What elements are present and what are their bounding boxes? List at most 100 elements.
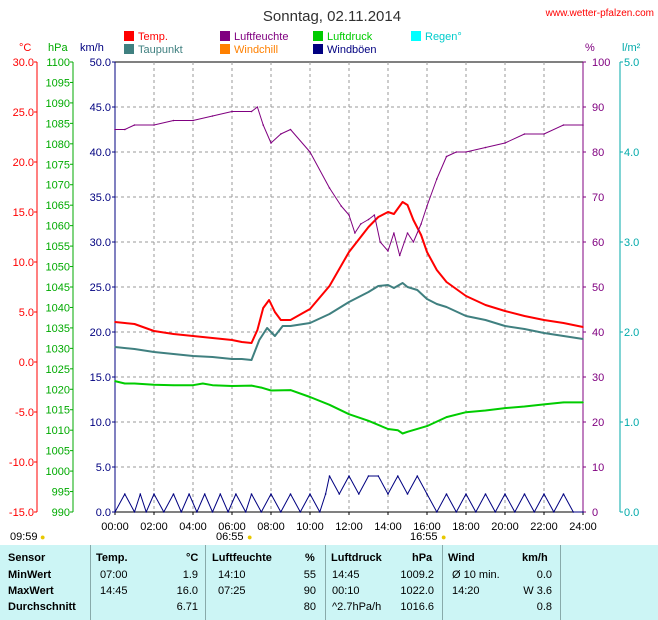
- temp-tick-label: 0.0: [19, 357, 34, 369]
- wind-tick-label: 0.0: [96, 507, 111, 519]
- sunset-time: 16:55: [410, 531, 438, 543]
- legend-label: Windchill: [234, 44, 278, 56]
- table-cell-h-time: 07:25: [218, 585, 246, 597]
- wind-tick-label: 10.0: [90, 417, 111, 429]
- humidity-tick-label: 70: [592, 192, 604, 204]
- table-cell-p-val: 1009.2: [400, 569, 434, 581]
- legend-swatch: [313, 44, 323, 54]
- legend-label: Temp.: [138, 31, 168, 43]
- wind-tick-label: 15.0: [90, 372, 111, 384]
- pressure-tick-label: 1070: [46, 180, 70, 192]
- moon-icon: ●: [40, 532, 45, 542]
- pressure-tick-label: 1025: [46, 364, 70, 376]
- header-humidity-unit: %: [305, 552, 315, 564]
- moon-time: 09:59: [10, 531, 38, 543]
- rain-tick-label: 3.0: [624, 237, 639, 249]
- legend-swatch: [313, 31, 323, 41]
- x-tick-label: 24:00: [569, 521, 597, 533]
- table-cell-t-val: 1.9: [182, 569, 198, 581]
- header-temp-unit: °C: [186, 552, 199, 564]
- series-taupunkt: [114, 282, 584, 361]
- wind-tick-label: 30.0: [90, 237, 111, 249]
- pressure-tick-label: 995: [52, 487, 70, 499]
- legend-swatch: [124, 31, 134, 41]
- wind-tick-label: 20.0: [90, 327, 111, 339]
- legend-label: Luftfeuchte: [234, 31, 288, 43]
- table-cell-w-val: W 3.6: [523, 585, 552, 597]
- humidity-tick-label: 30: [592, 372, 604, 384]
- legend-label: Regen°: [425, 31, 462, 43]
- table-cell-label: Durchschnitt: [8, 601, 76, 613]
- col-divider: [90, 545, 91, 620]
- pressure-tick-label: 1035: [46, 323, 70, 335]
- humidity-tick-label: 20: [592, 417, 604, 429]
- humidity-tick-label: 60: [592, 237, 604, 249]
- pressure-tick-label: 1020: [46, 384, 70, 396]
- axes: 30.0 25.0 20.0 15.0 10.0 5.0 0.0 -5.0 -10.0 -15.0…: [9, 57, 639, 533]
- pressure-tick-label: 1100: [46, 57, 70, 69]
- plot-area: [114, 61, 584, 513]
- temp-tick-label: -15.0: [9, 507, 34, 519]
- pressure-tick-label: 1000: [46, 466, 70, 478]
- pressure-tick-label: 1030: [46, 343, 70, 355]
- pressure-tick-label: 1040: [46, 302, 70, 314]
- pressure-tick-label: 990: [52, 507, 70, 519]
- humidity-tick-label: 40: [592, 327, 604, 339]
- table-cell-t-time: 07:00: [100, 569, 128, 581]
- rain-tick-label: 5.0: [624, 57, 639, 69]
- humidity-tick-label: 50: [592, 282, 604, 294]
- table-cell-t-time: 14:45: [100, 585, 128, 597]
- col-divider: [442, 545, 443, 620]
- pressure-tick-label: 1085: [46, 118, 70, 130]
- legend: Temp. Luftfeuchte Luftdruck Regen° Taupunkt W…: [124, 31, 462, 56]
- table-cell-p-val: 1016.6: [400, 601, 434, 613]
- table-cell-w-label: Ø 10 min.: [452, 569, 500, 581]
- legend-label: Luftdruck: [327, 31, 373, 43]
- table-cell-w-val: 0.0: [536, 569, 552, 581]
- humidity-tick-label: 80: [592, 147, 604, 159]
- col-divider: [205, 545, 206, 620]
- wind-tick-label: 5.0: [96, 462, 111, 474]
- pressure-tick-label: 1055: [46, 241, 70, 253]
- header-wind-unit: km/h: [522, 552, 548, 564]
- pressure-tick-label: 1015: [46, 405, 70, 417]
- header-wind: Wind: [448, 552, 475, 564]
- series-line: [115, 106, 583, 256]
- sun-markers: 09:59 ● 06:55 ● 16:55 ●: [10, 531, 446, 543]
- x-tick-label: 04:00: [179, 521, 207, 533]
- rain-tick-label: 1.0: [624, 417, 639, 429]
- temp-tick-label: 5.0: [19, 307, 34, 319]
- humidity-tick-label: 90: [592, 102, 604, 114]
- site-link[interactable]: www.wetter-pfalzen.com: [545, 8, 654, 19]
- series-line: [114, 201, 584, 344]
- pressure-tick-label: 1080: [46, 139, 70, 151]
- table-cell-h-val: 90: [303, 585, 316, 597]
- humidity-tick-label: 100: [592, 57, 610, 69]
- x-tick-label: 22:00: [530, 521, 558, 533]
- pressure-tick-label: 1090: [46, 98, 70, 110]
- temp-tick-label: -10.0: [9, 457, 34, 469]
- header-sensor: Sensor: [8, 552, 46, 564]
- wind-tick-label: 40.0: [90, 147, 111, 159]
- humidity-unit: %: [585, 42, 595, 54]
- humidity-tick-label: 10: [592, 462, 604, 474]
- table-cell-t-val: 16.0: [176, 585, 198, 597]
- temp-tick-label: 20.0: [13, 157, 34, 169]
- table-cell-label: MaxWert: [8, 585, 54, 597]
- series-luftfeuchte: [114, 106, 584, 257]
- wind-tick-label: 50.0: [90, 57, 111, 69]
- x-tick-label: 12:00: [335, 521, 363, 533]
- series-line: [114, 475, 583, 513]
- header-pressure-unit: hPa: [412, 552, 433, 564]
- temp-tick-label: 10.0: [13, 257, 34, 269]
- legend-swatch: [220, 31, 230, 41]
- pressure-tick-label: 1095: [46, 77, 70, 89]
- pressure-tick-label: 1065: [46, 200, 70, 212]
- header-pressure: Luftdruck: [331, 552, 382, 564]
- rain-tick-label: 0.0: [624, 507, 639, 519]
- header-temp: Temp.: [96, 552, 128, 564]
- pressure-tick-label: 1060: [46, 221, 70, 233]
- legend-swatch: [411, 31, 421, 41]
- wind-tick-label: 45.0: [90, 102, 111, 114]
- table-cell-w-val: 0.8: [536, 601, 552, 613]
